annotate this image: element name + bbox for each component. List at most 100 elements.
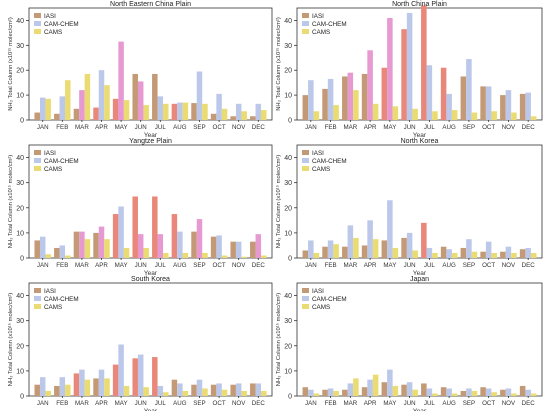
bar-cam-chem-jun bbox=[137, 354, 144, 396]
bar-cams-may bbox=[123, 100, 130, 120]
bar-iasi-oct bbox=[210, 113, 217, 120]
bar-cam-chem-jul bbox=[426, 65, 433, 120]
bar-cams-feb bbox=[333, 390, 339, 396]
bar-cams-nov bbox=[241, 256, 247, 258]
bar-cams-jul bbox=[163, 103, 169, 120]
bar-cams-jun bbox=[143, 247, 149, 258]
legend-label: CAM-CHEM bbox=[312, 21, 347, 28]
bar-cams-sep bbox=[471, 390, 478, 396]
bar-cams-sep bbox=[202, 388, 208, 396]
x-tick-label: JUL bbox=[155, 124, 167, 131]
y-tick-label: 0 bbox=[20, 256, 24, 263]
legend-swatch-cams bbox=[34, 166, 41, 171]
panel-title: North Eastern China Plain bbox=[110, 1, 191, 8]
x-tick-label: MAR bbox=[75, 262, 89, 269]
x-tick-label: MAR bbox=[343, 124, 357, 131]
bar-iasi-jun bbox=[401, 237, 407, 258]
y-tick-label: 20 bbox=[284, 343, 292, 350]
y-tick-label: 10 bbox=[284, 93, 292, 100]
y-tick-label: 0 bbox=[20, 394, 24, 401]
bar-cam-chem-oct bbox=[216, 93, 222, 120]
bar-cam-chem-nov bbox=[235, 241, 242, 258]
bar-iasi-sep bbox=[191, 384, 197, 396]
bar-cam-chem-feb bbox=[327, 240, 334, 258]
x-tick-label: JAN bbox=[37, 262, 49, 269]
x-tick-label: JUL bbox=[155, 262, 167, 269]
bar-iasi-jan bbox=[302, 95, 309, 120]
bar-cams-may bbox=[392, 106, 399, 120]
bar-iasi-jan bbox=[34, 240, 40, 258]
legend-swatch-cam-chem bbox=[34, 158, 41, 163]
bar-iasi-dec bbox=[250, 383, 256, 396]
bar-iasi-aug bbox=[440, 246, 447, 258]
x-axis-label: Year bbox=[413, 132, 427, 139]
bar-iasi-apr bbox=[361, 245, 368, 258]
bar-cam-chem-jan bbox=[39, 97, 46, 120]
y-tick-label: 40 bbox=[284, 155, 292, 162]
bar-cams-oct bbox=[491, 111, 497, 120]
bar-iasi-jun bbox=[132, 358, 138, 396]
bar-iasi-apr bbox=[93, 232, 99, 258]
bar-cams-apr bbox=[372, 239, 379, 258]
bar-cams-dec bbox=[530, 252, 537, 258]
bar-cams-nov bbox=[511, 112, 517, 120]
x-tick-label: JAN bbox=[37, 124, 49, 131]
bar-iasi-sep bbox=[191, 103, 197, 120]
bar-cams-mar bbox=[84, 239, 91, 258]
bar-cams-aug bbox=[451, 252, 458, 258]
bar-cam-chem-feb bbox=[327, 78, 334, 120]
x-axis-label: Year bbox=[413, 270, 427, 277]
bar-cams-mar bbox=[353, 237, 359, 258]
bar-cams-feb bbox=[65, 255, 71, 258]
legend-label: CAMS bbox=[44, 29, 62, 36]
bar-cams-jul bbox=[432, 393, 438, 396]
bar-cam-chem-sep bbox=[196, 71, 203, 120]
bar-iasi-jan bbox=[302, 250, 309, 258]
x-tick-label: JAN bbox=[305, 262, 317, 269]
legend-swatch-iasi bbox=[302, 13, 309, 18]
bar-iasi-aug bbox=[440, 67, 447, 120]
x-tick-label: JUN bbox=[404, 124, 416, 131]
x-tick-label: NOV bbox=[502, 124, 516, 131]
x-tick-label: NOV bbox=[232, 124, 246, 131]
x-tick-label: APR bbox=[95, 400, 108, 407]
bar-cams-sep bbox=[202, 252, 208, 258]
bar-cam-chem-jan bbox=[308, 389, 314, 396]
x-tick-label: MAY bbox=[115, 124, 128, 131]
y-axis-label: NH₃ Total Column (x10¹⁵ molec/cm²) bbox=[7, 155, 14, 249]
legend-swatch-cams bbox=[302, 166, 309, 171]
y-axis-label: NH₃ Total Column (x10¹⁵ molec/cm²) bbox=[275, 293, 282, 387]
bar-cams-oct bbox=[221, 255, 228, 258]
x-tick-label: APR bbox=[95, 262, 108, 269]
bar-cam-chem-dec bbox=[255, 234, 262, 258]
bar-cam-chem-jul bbox=[157, 385, 164, 396]
bar-cam-chem-sep bbox=[196, 379, 203, 396]
x-tick-label: JUN bbox=[404, 400, 416, 407]
x-tick-label: MAY bbox=[383, 400, 396, 407]
bar-iasi-may bbox=[112, 98, 119, 120]
x-tick-label: JUL bbox=[424, 400, 436, 407]
legend-label: CAM-CHEM bbox=[312, 158, 347, 165]
legend-swatch-iasi bbox=[302, 150, 309, 155]
legend-swatch-cam-chem bbox=[34, 296, 41, 301]
bar-iasi-may bbox=[112, 214, 119, 258]
bar-cams-jan bbox=[313, 111, 320, 120]
bar-cam-chem-mar bbox=[79, 231, 85, 258]
bar-iasi-apr bbox=[361, 73, 368, 120]
bar-cams-jul bbox=[432, 252, 438, 258]
x-tick-label: MAY bbox=[115, 400, 128, 407]
bar-cams-sep bbox=[471, 112, 478, 120]
panel-title: Japan bbox=[410, 276, 429, 283]
x-tick-label: FEB bbox=[325, 262, 337, 269]
x-tick-label: FEB bbox=[325, 124, 337, 131]
bar-iasi-oct bbox=[480, 251, 486, 258]
bar-iasi-feb bbox=[54, 247, 60, 258]
bar-cams-jan bbox=[45, 390, 51, 396]
x-tick-label: JUL bbox=[424, 262, 436, 269]
bar-cams-apr bbox=[104, 85, 110, 120]
bar-cams-aug bbox=[451, 110, 458, 120]
legend-swatch-cam-chem bbox=[302, 296, 309, 301]
bar-cams-jan bbox=[45, 98, 51, 120]
bar-iasi-mar bbox=[73, 231, 80, 258]
bar-cam-chem-jul bbox=[157, 96, 164, 120]
